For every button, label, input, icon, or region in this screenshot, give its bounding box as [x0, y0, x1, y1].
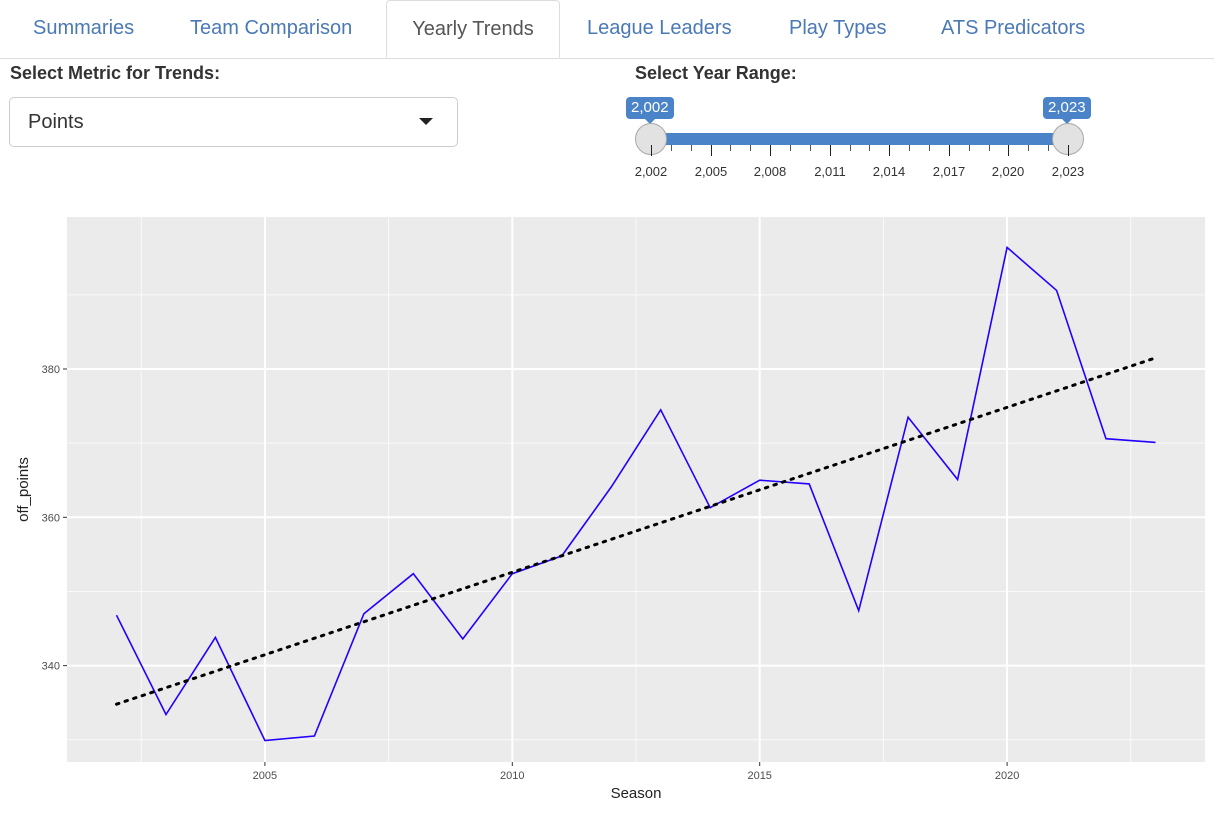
slider-tick-label: 2,020 — [991, 164, 1025, 179]
axes-layer: 2005 2010 2015 2020 340 360 380 — [42, 364, 1020, 782]
year-range-label: Select Year Range: — [635, 63, 797, 83]
x-tick-label: 2010 — [500, 770, 524, 782]
slider-minor-tick — [671, 145, 672, 151]
tab-league-leaders[interactable]: League Leaders — [587, 17, 732, 39]
slider-minor-tick — [810, 145, 811, 151]
slider-minor-tick — [790, 145, 791, 151]
slider-tick-label: 2,002 — [634, 164, 668, 179]
y-tick-label: 340 — [42, 661, 60, 673]
slider-tick-label: 2,011 — [814, 164, 846, 179]
slider-major-tick — [770, 145, 771, 156]
data-line — [115, 245, 1156, 742]
tab-ats-predicators[interactable]: ATS Predicators — [941, 17, 1086, 39]
slider-minor-tick — [691, 145, 692, 151]
tab-summaries[interactable]: Summaries — [33, 17, 135, 39]
slider-major-tick — [711, 145, 712, 156]
tab-bar: Summaries Team Comparison Yearly Trends … — [0, 0, 1214, 59]
slider-minor-tick — [909, 145, 910, 151]
slider-minor-tick — [929, 145, 930, 151]
slider-minor-tick — [989, 145, 990, 151]
slider-major-tick — [1008, 145, 1009, 156]
year-range-to-bubble: 2,023 — [1043, 97, 1091, 124]
metric-select-value: Points — [28, 111, 84, 133]
metric-select-label: Select Metric for Trends: — [10, 63, 221, 83]
trend-chart: 2005 2010 2015 2020 340 360 380 Season off_poi… — [15, 217, 1205, 802]
tab-yearly-trends[interactable]: Yearly Trends — [386, 0, 560, 58]
grid-major — [67, 217, 1205, 762]
slider-minor-tick — [969, 145, 970, 151]
trend-line — [115, 356, 1157, 706]
slider-minor-tick — [1028, 145, 1029, 151]
slider-tick-label: 2,017 — [932, 164, 966, 179]
slider-tick-label: 2,008 — [753, 164, 787, 179]
slider-major-tick — [651, 145, 652, 156]
slider-minor-tick — [750, 145, 751, 151]
slider-major-tick — [889, 145, 890, 156]
metric-select[interactable]: Points — [9, 97, 458, 147]
y-tick-label: 360 — [42, 512, 60, 524]
tab-play-types[interactable]: Play Types — [789, 17, 887, 39]
x-tick-label: 2020 — [995, 770, 1019, 782]
x-axis-title: Season — [611, 785, 662, 802]
series-layer — [115, 245, 1157, 742]
year-range-track[interactable] — [651, 133, 1069, 145]
year-range-to-handle[interactable] — [1052, 123, 1084, 155]
grid-minor — [67, 217, 1205, 762]
x-tick-label: 2015 — [747, 770, 771, 782]
slider-tick-label: 2,014 — [872, 164, 906, 179]
y-axis-title: off_points — [15, 457, 32, 522]
slider-minor-tick — [1048, 145, 1049, 151]
x-tick-label: 2005 — [253, 770, 277, 782]
slider-minor-tick — [730, 145, 731, 151]
y-tick-label: 380 — [42, 364, 60, 376]
slider-minor-tick — [869, 145, 870, 151]
slider-tick-label: 2,023 — [1051, 164, 1085, 179]
caret-down-icon — [419, 118, 433, 125]
slider-major-tick — [830, 145, 831, 156]
slider-tick-label: 2,005 — [694, 164, 728, 179]
year-range-from-bubble: 2,002 — [626, 97, 674, 124]
slider-minor-tick — [850, 145, 851, 151]
slider-major-tick — [1068, 145, 1069, 156]
slider-major-tick — [949, 145, 950, 156]
tab-team-comparison[interactable]: Team Comparison — [190, 17, 353, 39]
